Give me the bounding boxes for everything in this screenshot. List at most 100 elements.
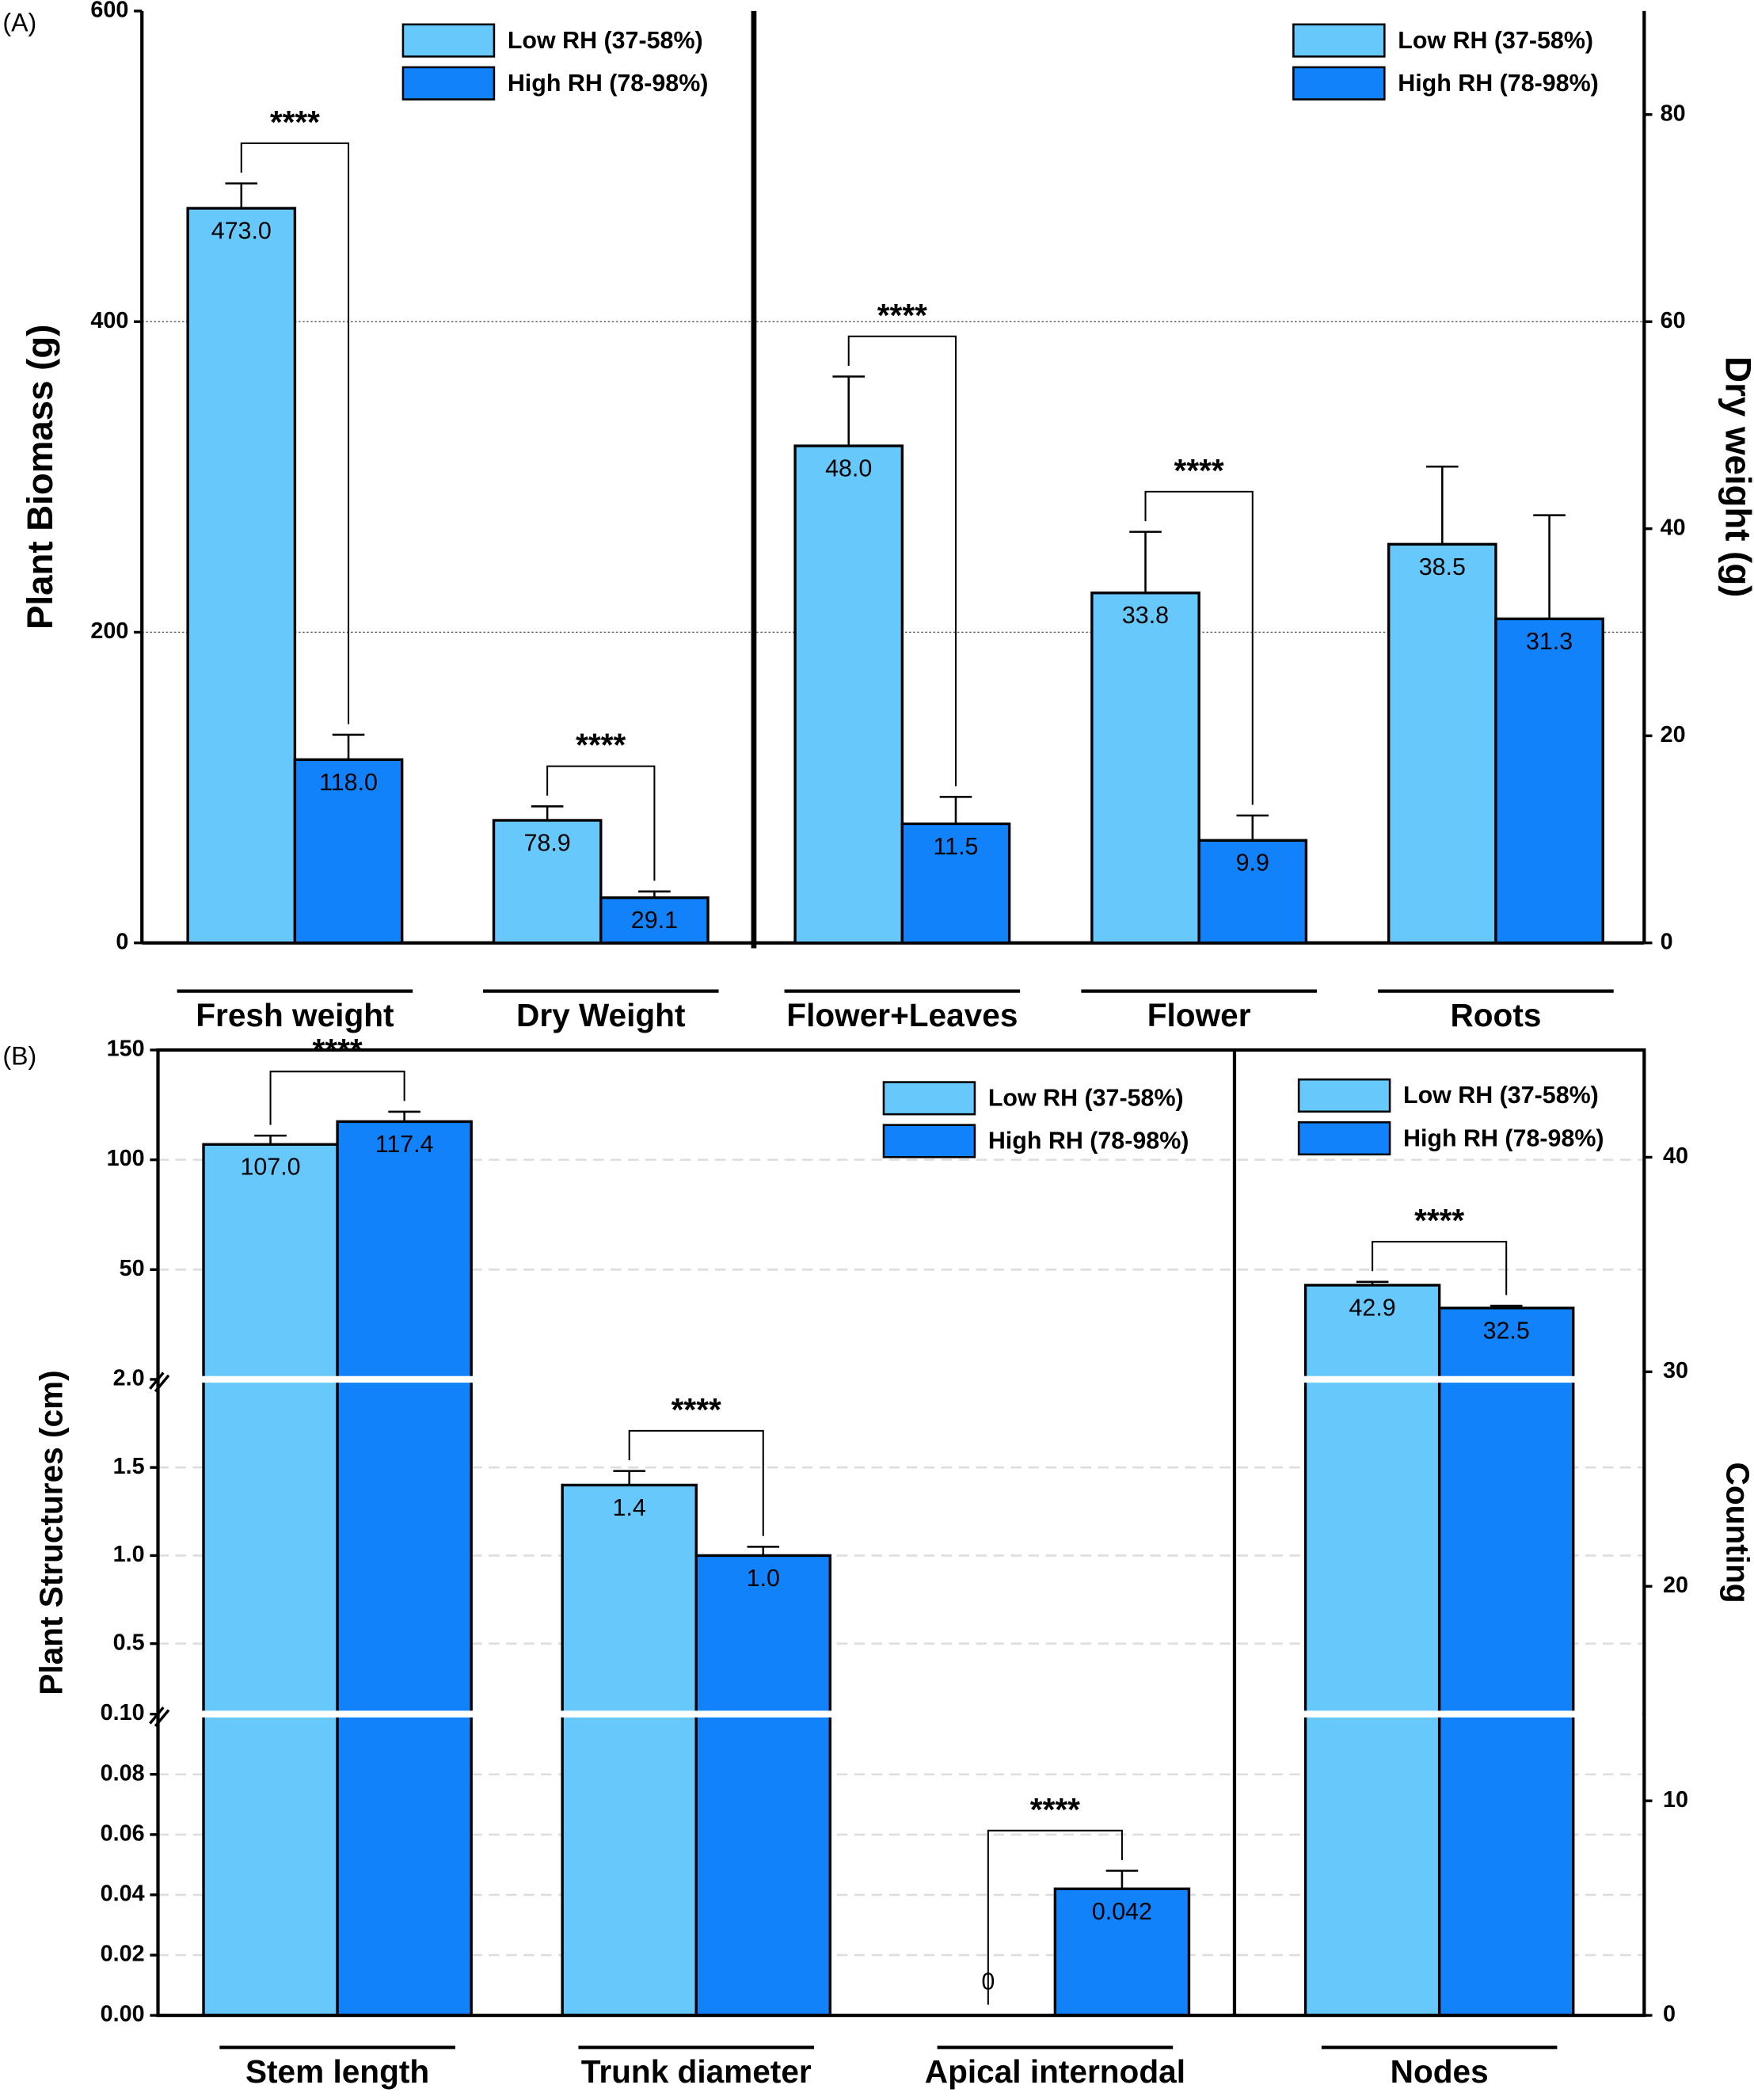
bar [186, 207, 297, 945]
category-label: Stem length [245, 2053, 429, 2090]
significance-label: **** [1030, 1791, 1080, 1828]
bar [1197, 839, 1308, 945]
panel-label: (B) [2, 1042, 36, 1071]
y-tick-label: 0 [1661, 929, 1673, 954]
value-label: 118.0 [319, 769, 378, 796]
error-bar [332, 733, 365, 760]
bar [1387, 542, 1497, 945]
significance-bracket [240, 142, 350, 725]
value-label: 38.5 [1419, 554, 1466, 580]
legend-label: High RH (78-98%) [988, 1128, 1189, 1155]
legend-label: Low RH (37-58%) [508, 27, 703, 54]
significance-label: **** [1414, 1202, 1464, 1238]
y-tick-label: 0.02 [101, 1942, 145, 1967]
y-tick-label: 400 [90, 308, 128, 333]
bar [900, 822, 1011, 945]
significance-label: **** [672, 1391, 721, 1428]
y-tick-label: 600 [90, 0, 128, 23]
error-bar [613, 1470, 645, 1486]
error-bar [1105, 1870, 1139, 1889]
y-tick-label: 200 [90, 618, 128, 644]
value-label: 1.4 [613, 1494, 646, 1521]
significance-bracket [269, 1071, 405, 1125]
y-tick-label: 50 [120, 1256, 145, 1281]
legend-label: Low RH (37-58%) [1403, 1082, 1599, 1109]
y-axis-title: Plant Biomass (g) [20, 325, 60, 630]
legend-swatch [882, 1124, 976, 1158]
legend-swatch [1292, 23, 1386, 58]
bar [293, 758, 404, 945]
y-tick-label: 1.5 [113, 1454, 145, 1479]
significance-bracket [987, 1829, 1123, 2005]
y2-tick-label: 40 [1663, 1143, 1688, 1169]
y-tick-label: 1.0 [113, 1542, 145, 1567]
bar [1437, 1307, 1575, 2017]
value-label: 48.0 [825, 455, 872, 482]
y2-tick-label: 0 [1663, 2002, 1676, 2027]
value-label: 33.8 [1122, 602, 1169, 629]
category-label: Roots [1450, 997, 1541, 1033]
panel-label: (A) [2, 8, 36, 36]
category-label: Flower [1147, 997, 1251, 1033]
error-bar [1533, 514, 1566, 619]
bar [202, 1143, 339, 2017]
significance-label: **** [270, 104, 320, 140]
value-label: 32.5 [1483, 1317, 1530, 1344]
bar [1303, 1284, 1441, 2017]
category-label: Trunk diameter [581, 2053, 812, 2090]
bar [1090, 592, 1200, 945]
value-label: 117.4 [375, 1131, 434, 1158]
legend-swatch [401, 66, 496, 101]
significance-label: **** [576, 727, 626, 763]
significance-bracket [546, 765, 656, 881]
error-bar [939, 796, 972, 824]
significance-bracket [1372, 1241, 1508, 1295]
value-label: 9.9 [1236, 850, 1269, 877]
bar [561, 1483, 698, 2017]
y-tick-label: 0.00 [101, 2002, 145, 2027]
value-label: 42.9 [1349, 1294, 1396, 1321]
category-label: Apical internodal [925, 2053, 1185, 2090]
legend-swatch [1297, 1121, 1391, 1156]
error-bar [254, 1134, 287, 1145]
significance-label: **** [1174, 452, 1224, 489]
error-bar [225, 182, 258, 209]
value-label: 31.3 [1526, 628, 1573, 655]
bar [1494, 617, 1604, 945]
value-label: 11.5 [934, 833, 979, 860]
category-label: Fresh weight [196, 997, 394, 1033]
y-tick-label: 0.06 [101, 1820, 145, 1846]
category-label: Dry Weight [516, 997, 686, 1033]
y-tick-label: 0.5 [113, 1630, 145, 1655]
y-tick-label: 150 [107, 1037, 145, 1062]
bar [793, 444, 904, 945]
value-label: 0.042 [1092, 1898, 1152, 1925]
error-bar [1490, 1304, 1523, 1308]
plot-frame [156, 1048, 1646, 2018]
error-bar [1236, 814, 1269, 841]
legend-swatch [882, 1081, 976, 1116]
y-tick-label: 20 [1661, 722, 1686, 748]
y-tick-label: 0.04 [101, 1881, 145, 1907]
y2-axis-title: Counting [1720, 1463, 1754, 1604]
legend-label: High RH (78-98%) [1398, 70, 1599, 97]
significance-bracket [847, 335, 957, 786]
y-tick-label: 80 [1661, 101, 1686, 126]
error-bar [1426, 465, 1459, 545]
legend-swatch [401, 23, 496, 58]
value-label: 78.9 [524, 829, 571, 856]
error-bar [832, 375, 866, 447]
y2-tick-label: 10 [1663, 1787, 1688, 1813]
bar [599, 896, 710, 945]
error-bar [1129, 531, 1162, 593]
value-label: 1.0 [747, 1565, 780, 1592]
error-bar [1356, 1280, 1389, 1285]
error-bar [388, 1110, 420, 1122]
category-label: Flower+Leaves [786, 997, 1018, 1033]
y-tick-label: 2.0 [113, 1366, 145, 1391]
error-bar [638, 890, 671, 898]
y-tick-label: 60 [1661, 308, 1686, 333]
category-label: Nodes [1391, 2053, 1489, 2090]
legend-label: Low RH (37-58%) [1398, 27, 1593, 54]
legend-label: High RH (78-98%) [508, 70, 709, 97]
